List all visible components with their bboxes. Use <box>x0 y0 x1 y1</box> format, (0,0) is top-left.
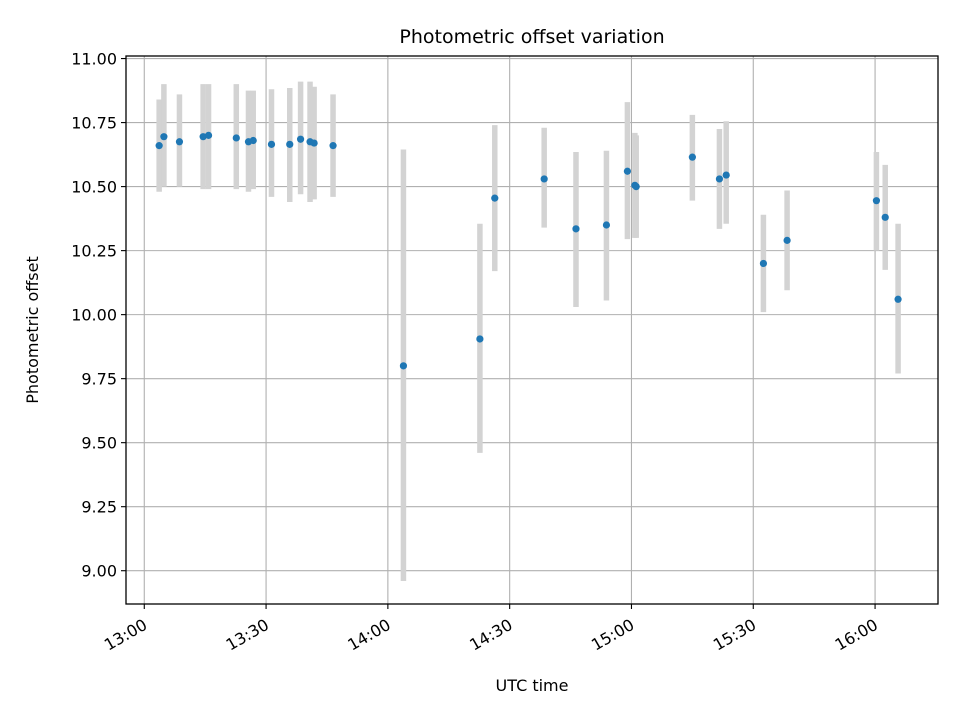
data-point <box>759 259 768 268</box>
data-point <box>286 140 294 148</box>
data-point <box>894 295 902 303</box>
data-point <box>329 142 337 150</box>
data-point <box>199 133 207 141</box>
data-point <box>572 225 580 233</box>
data-point <box>881 213 889 221</box>
data-point <box>175 138 184 146</box>
y-axis-label: Photometric offset <box>23 256 42 404</box>
y-tick-label: 9.75 <box>81 370 117 389</box>
data-point <box>623 167 632 175</box>
data-point <box>160 133 168 141</box>
chart-title: Photometric offset variation <box>399 26 664 48</box>
data-point <box>783 236 791 244</box>
y-tick-label: 10.25 <box>71 242 117 261</box>
data-point <box>632 182 640 191</box>
grid-lines <box>126 56 938 604</box>
data-point <box>310 139 318 147</box>
y-tick-label: 9.00 <box>81 562 117 581</box>
data-point <box>540 175 548 183</box>
data-point <box>491 194 499 202</box>
y-tick-label: 9.25 <box>81 498 117 517</box>
y-tick-label: 11.00 <box>71 50 117 69</box>
x-axis-label: UTC time <box>496 676 569 695</box>
y-tick-label: 10.75 <box>71 114 117 133</box>
data-point <box>232 134 240 142</box>
data-point <box>872 197 881 205</box>
data-point <box>249 136 257 145</box>
data-point <box>267 140 276 148</box>
data-point <box>296 135 305 143</box>
data-point <box>722 171 730 179</box>
y-tick-label: 10.00 <box>71 306 117 325</box>
data-point <box>602 221 611 229</box>
data-point <box>155 142 163 150</box>
data-point <box>204 131 213 139</box>
data-points <box>155 131 902 370</box>
plot-frame <box>125 55 939 605</box>
data-point <box>688 153 696 161</box>
y-tick-label: 10.50 <box>71 178 117 197</box>
data-point <box>399 362 408 370</box>
data-point <box>476 335 484 343</box>
y-tick-label: 9.50 <box>81 434 117 453</box>
data-point <box>715 175 724 183</box>
